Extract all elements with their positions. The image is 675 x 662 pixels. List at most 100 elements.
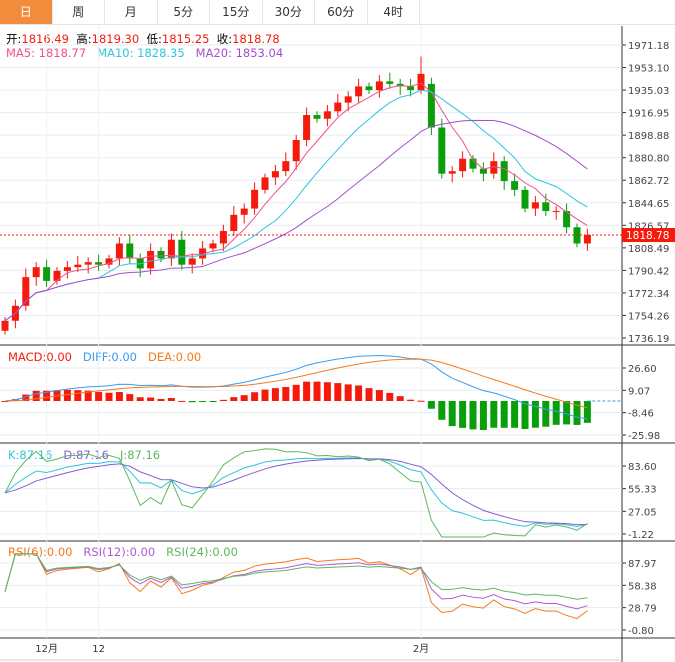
price-tick-label: 1880.80	[628, 154, 669, 165]
tab-8[interactable]: 4时	[368, 0, 420, 24]
rsi-tick-label: 28.79	[628, 604, 657, 615]
tab-5[interactable]: 15分	[210, 0, 263, 24]
tab-7[interactable]: 60分	[315, 0, 368, 24]
candle-up	[490, 161, 498, 174]
macd-bar-positive	[396, 396, 404, 401]
ma10-line	[4, 89, 588, 322]
macd-bar-positive	[355, 385, 363, 401]
candle-up	[240, 208, 248, 215]
candle-up	[167, 239, 175, 259]
candle-up	[32, 267, 40, 278]
macd-bar-positive	[261, 389, 269, 401]
j-line	[4, 448, 588, 538]
ma5-line	[4, 82, 588, 322]
macd-bar-negative	[469, 401, 477, 430]
macd-bar-positive	[136, 397, 144, 401]
macd-bar-positive	[147, 397, 155, 401]
macd-bar-negative	[199, 401, 207, 403]
tab-6[interactable]: 30分	[263, 0, 315, 24]
macd-bar-positive	[157, 399, 165, 401]
macd-bar-positive	[43, 390, 51, 401]
macd-bar-positive	[282, 387, 290, 401]
macd-bar-negative	[542, 401, 550, 427]
low-label: 低:	[146, 32, 162, 46]
candle-up	[188, 258, 196, 265]
macd-bar-positive	[230, 397, 238, 401]
macd-bar-positive	[386, 392, 394, 401]
diff-line	[4, 355, 588, 420]
macd-bar-positive	[240, 395, 248, 401]
kdj-tick-label: 27.05	[628, 507, 657, 518]
price-tick-label: 1844.65	[628, 199, 669, 210]
d-line	[4, 457, 588, 526]
macd-bar-negative	[531, 401, 539, 428]
rsi-tick-label: 87.97	[628, 559, 657, 570]
x-axis-label: 12	[92, 644, 105, 655]
ohlc-readout: 开:1816.49 高:1819.30 低:1815.25 收:1818.78	[6, 31, 280, 47]
ma20-line	[4, 119, 588, 322]
macd-tick-label: 9.07	[628, 386, 650, 397]
macd-bar-positive	[271, 388, 279, 401]
rsi-tick-label: 58.38	[628, 581, 657, 592]
candle-up	[448, 171, 456, 174]
candle-up	[583, 235, 591, 244]
candle-down	[178, 239, 186, 265]
candle-down	[95, 262, 103, 265]
rsi6-value: RSI(6):0.00	[8, 545, 73, 559]
candle-up	[230, 214, 238, 232]
ma10-value: MA10: 1828.35	[97, 46, 185, 60]
macd-bar-positive	[365, 388, 373, 401]
rsi24-value: RSI(24):0.00	[166, 545, 238, 559]
candle-down	[469, 158, 477, 169]
candle-up	[271, 171, 279, 178]
diff-value: DIFF:0.00	[82, 350, 137, 364]
last-price-label: 1818.78	[626, 230, 669, 242]
macd-readout: MACD:0.00 DIFF:0.00 DEA:0.00	[8, 350, 201, 364]
macd-bar-positive	[303, 381, 311, 401]
candle-up	[105, 258, 113, 265]
dea-value: DEA:0.00	[147, 350, 202, 364]
candle-down	[521, 189, 529, 209]
macd-bar-positive	[1, 401, 9, 402]
price-tick-label: 1772.34	[628, 289, 669, 300]
tab-3[interactable]: 月	[105, 0, 158, 24]
d-value: D:87.16	[63, 448, 109, 462]
macd-bar-negative	[448, 401, 456, 427]
candle-up	[531, 202, 539, 209]
candle-down	[126, 243, 134, 259]
kdj-tick-label: -1.22	[628, 530, 654, 541]
candle-up	[344, 96, 352, 103]
dea-line	[4, 358, 588, 409]
macd-bar-negative	[209, 401, 217, 402]
close-label: 收:	[216, 32, 233, 46]
candle-down	[563, 211, 571, 228]
macd-bar-negative	[583, 401, 591, 423]
candle-up	[74, 264, 82, 268]
candle-down	[157, 250, 165, 259]
candle-down	[438, 127, 446, 174]
macd-bar-positive	[63, 389, 71, 401]
macd-bar-negative	[573, 401, 581, 425]
candle-up	[417, 73, 425, 91]
macd-bar-positive	[105, 392, 113, 401]
macd-bar-positive	[417, 400, 425, 402]
candle-up	[303, 115, 311, 140]
candle-up	[84, 262, 92, 265]
tab-4[interactable]: 5分	[158, 0, 210, 24]
tab-1[interactable]: 日	[0, 0, 53, 24]
candle-down	[43, 267, 51, 281]
macd-bar-positive	[407, 399, 415, 401]
macd-bar-negative	[563, 401, 571, 425]
rsi-tick-label: -0.80	[628, 626, 654, 637]
kdj-tick-label: 55.33	[628, 485, 657, 496]
high-label: 高:	[76, 32, 92, 46]
open-label: 开:	[6, 32, 22, 46]
candle-up	[282, 161, 290, 172]
candle-up	[251, 189, 259, 209]
macd-bar-positive	[53, 390, 61, 401]
macd-bar-negative	[479, 401, 487, 430]
tab-2[interactable]: 周	[53, 0, 105, 24]
macd-bar-positive	[292, 384, 300, 401]
candle-up	[209, 243, 217, 249]
